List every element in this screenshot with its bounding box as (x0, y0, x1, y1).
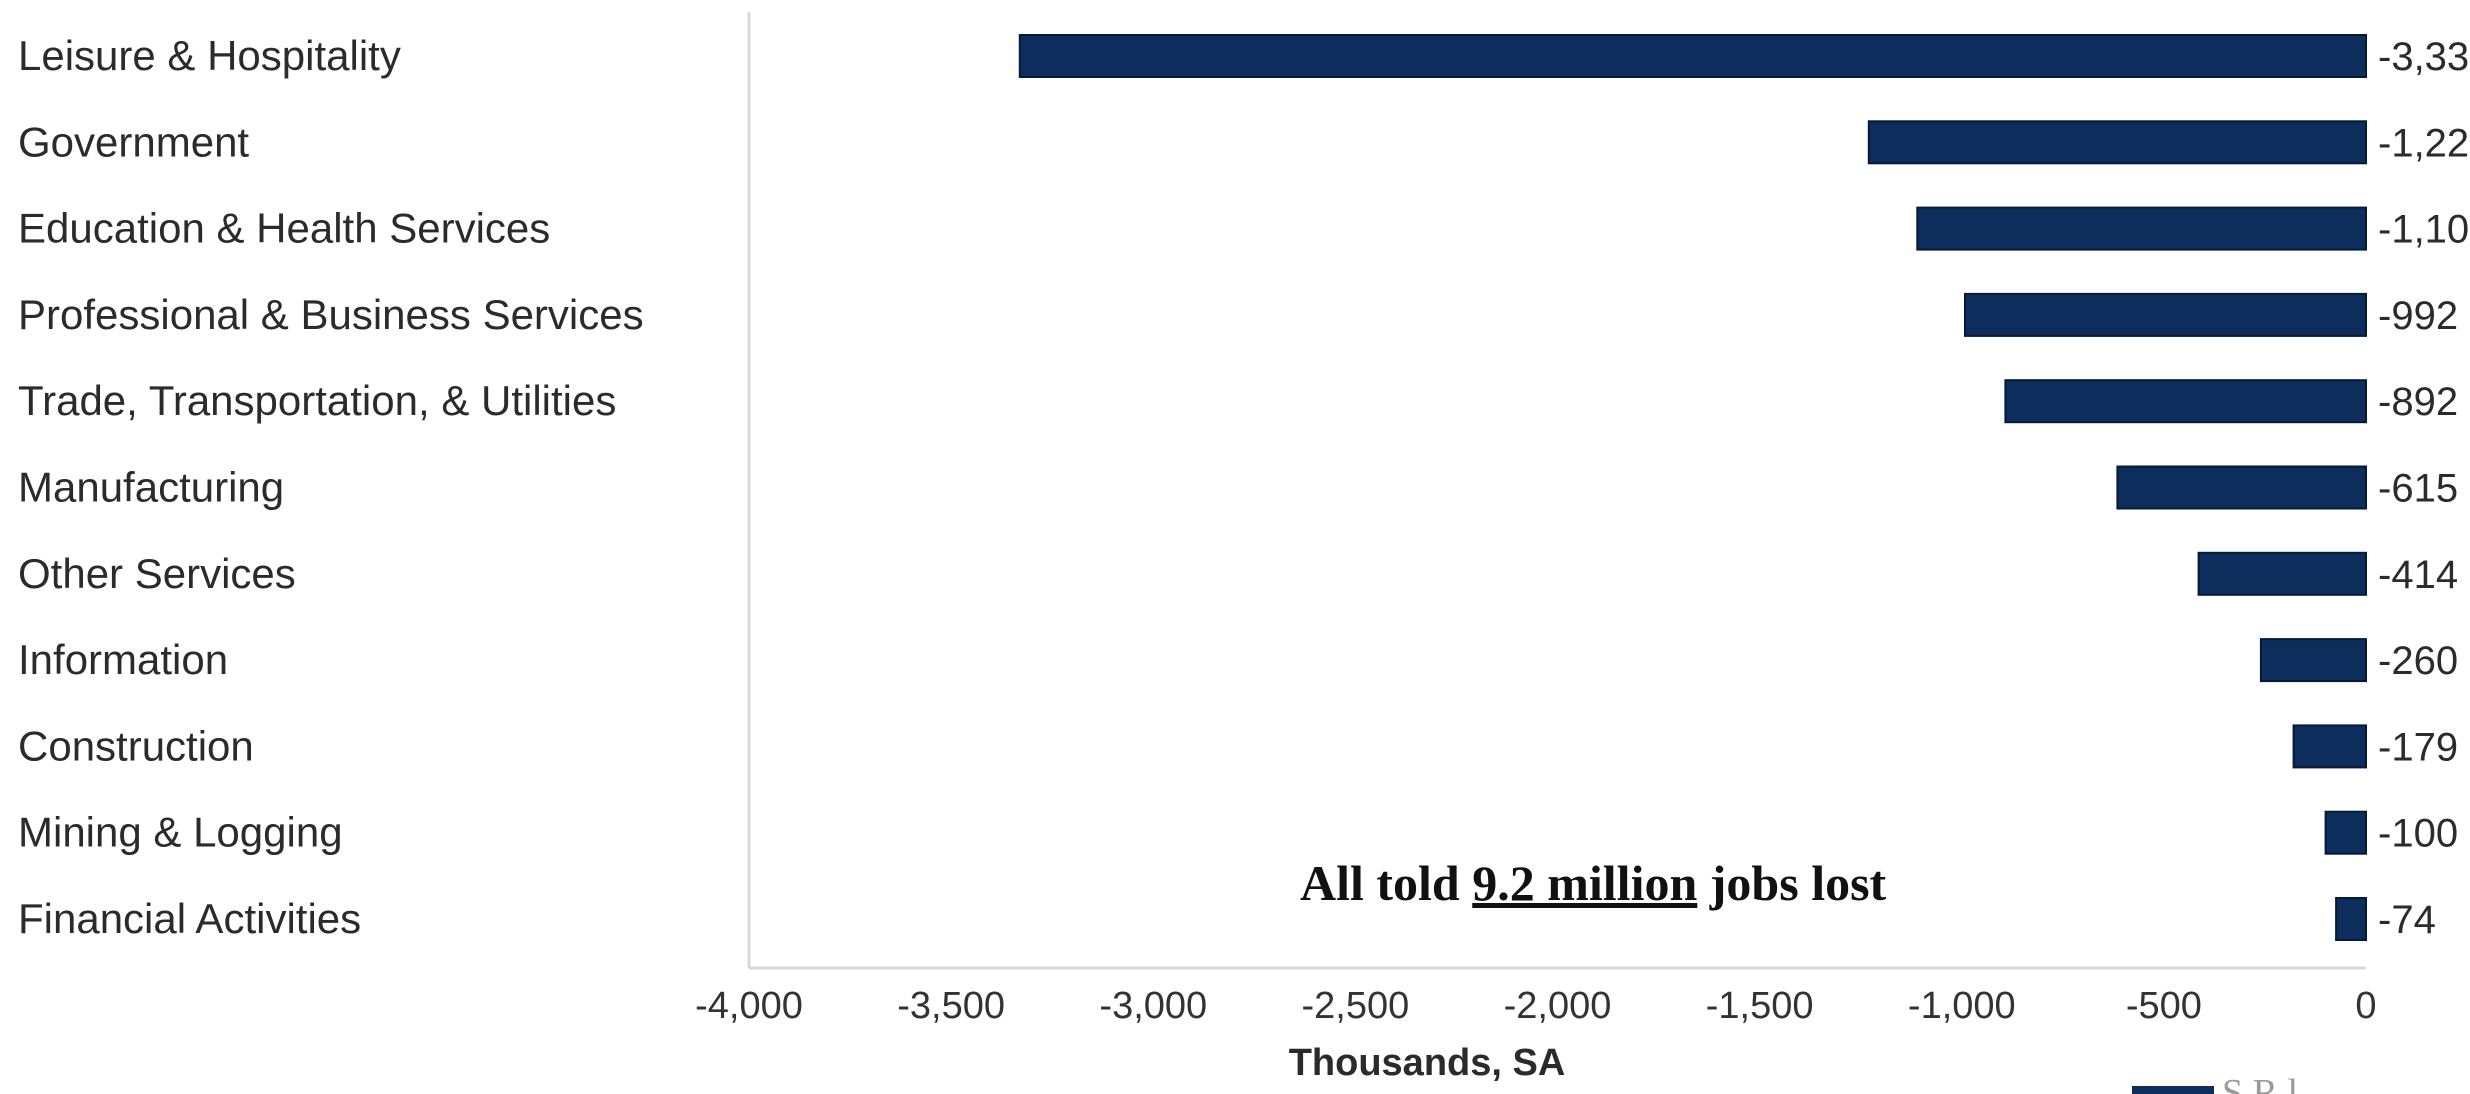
data-label: -1,10 (2378, 208, 2469, 252)
annotation-jobs-lost: All told 9.2 million jobs lost (1300, 855, 1887, 911)
annotation-prefix: All told (1300, 855, 1472, 911)
category-label: Mining & Logging (18, 809, 343, 856)
category-label: Manufacturing (18, 464, 284, 511)
bar (2197, 551, 2368, 596)
data-label: -260 (2378, 639, 2458, 683)
bar (1964, 292, 2367, 337)
x-tick-label: -2,500 (1302, 985, 1410, 1027)
data-labels: -3,33 -1,22 -1,10 -992 -892 -615 -414 -260 -179 -… (2378, 35, 2469, 942)
category-label: Financial Activities (18, 895, 361, 942)
data-label: -992 (2378, 294, 2458, 338)
bar (2004, 379, 2368, 424)
category-label: Trade, Transportation, & Utilities (18, 377, 616, 424)
x-tick-label: -3,000 (1099, 985, 1207, 1027)
category-label: Government (18, 118, 249, 165)
category-label: Professional & Business Services (18, 291, 644, 338)
category-label: Education & Health Services (18, 205, 550, 252)
x-tick-label: 0 (2355, 985, 2376, 1027)
x-tick-label: -4,000 (695, 985, 803, 1027)
bar (2292, 724, 2368, 769)
data-label: -3,33 (2378, 35, 2469, 79)
data-label: -414 (2378, 553, 2458, 597)
bar (2259, 638, 2367, 683)
bar (1916, 206, 2368, 251)
bar (1018, 34, 2367, 78)
source-legend-swatch (2132, 1086, 2214, 1094)
bar (2324, 810, 2368, 855)
category-label: Information (18, 636, 228, 683)
category-label: Other Services (18, 550, 296, 597)
data-label: -1,22 (2378, 121, 2469, 165)
bar (2116, 465, 2367, 510)
x-tick-label: -1,500 (1706, 985, 1814, 1027)
x-tick-label: -500 (2126, 985, 2202, 1027)
x-axis-title: Thousands, SA (1289, 1042, 1566, 1084)
bar-series (1018, 34, 2368, 941)
category-label: Leisure & Hospitality (18, 32, 401, 79)
annotation-highlight: 9.2 million (1472, 855, 1697, 911)
data-label: -615 (2378, 467, 2458, 511)
x-tick-label: -3,500 (897, 985, 1005, 1027)
x-axis-ticks: -4,000 -3,500 -3,000 -2,500 -2,000 -1,500 -1,0… (695, 985, 2376, 1027)
x-tick-label: -1,000 (1908, 985, 2016, 1027)
bar (1867, 120, 2368, 165)
source-note: S R l (2222, 1072, 2298, 1094)
x-tick-label: -2,000 (1504, 985, 1612, 1027)
category-labels: Leisure & Hospitality Government Education… (18, 32, 644, 942)
bar (2335, 897, 2368, 941)
data-label: -179 (2378, 725, 2458, 769)
data-label: -74 (2378, 898, 2436, 942)
chart-axes (747, 12, 2366, 970)
data-label: -892 (2378, 380, 2458, 424)
category-label: Construction (18, 722, 254, 769)
data-label: -100 (2378, 812, 2458, 856)
annotation-suffix: jobs lost (1697, 855, 1886, 911)
